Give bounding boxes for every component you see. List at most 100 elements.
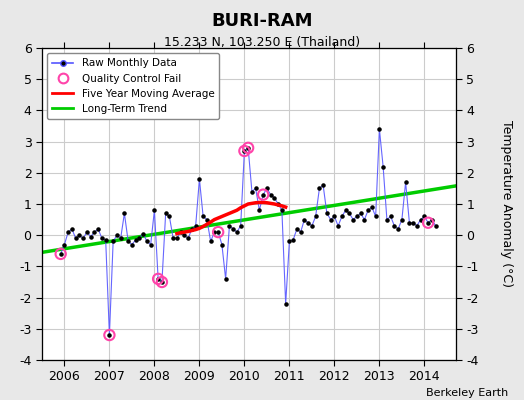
Point: [217, 241, 226, 248]
Point: [229, 226, 237, 232]
Point: [379, 163, 387, 170]
Point: [109, 238, 117, 245]
Point: [274, 201, 282, 207]
Point: [413, 223, 421, 229]
Point: [424, 220, 432, 226]
Point: [161, 210, 170, 216]
Point: [214, 229, 222, 235]
Text: BURI-RAM: BURI-RAM: [211, 12, 313, 30]
Point: [263, 185, 271, 192]
Point: [240, 148, 248, 154]
Point: [191, 223, 200, 229]
Point: [97, 235, 106, 242]
Point: [345, 210, 354, 216]
Point: [255, 207, 264, 214]
Point: [116, 235, 125, 242]
Point: [214, 229, 222, 235]
Point: [154, 276, 162, 282]
Point: [57, 251, 65, 257]
Point: [278, 207, 286, 214]
Point: [281, 301, 290, 307]
Point: [424, 220, 432, 226]
Point: [203, 216, 211, 223]
Legend: Raw Monthly Data, Quality Control Fail, Five Year Moving Average, Long-Term Tren: Raw Monthly Data, Quality Control Fail, …: [47, 53, 220, 119]
Point: [394, 226, 402, 232]
Point: [285, 238, 293, 245]
Point: [154, 276, 162, 282]
Point: [364, 207, 373, 214]
Point: [79, 235, 88, 242]
Point: [409, 220, 417, 226]
Point: [222, 276, 230, 282]
Point: [94, 226, 102, 232]
Point: [135, 235, 144, 242]
Point: [356, 210, 365, 216]
Point: [147, 241, 155, 248]
Point: [105, 332, 114, 338]
Point: [319, 182, 328, 188]
Point: [57, 251, 65, 257]
Point: [372, 213, 380, 220]
Point: [86, 234, 95, 240]
Point: [323, 210, 331, 216]
Point: [75, 232, 84, 238]
Point: [236, 223, 245, 229]
Text: Berkeley Earth: Berkeley Earth: [426, 388, 508, 398]
Point: [158, 279, 166, 285]
Point: [315, 185, 324, 192]
Point: [169, 235, 177, 242]
Point: [293, 226, 301, 232]
Point: [210, 229, 219, 235]
Point: [184, 235, 192, 242]
Point: [199, 213, 208, 220]
Point: [308, 223, 316, 229]
Point: [177, 229, 185, 235]
Point: [128, 241, 136, 248]
Point: [244, 145, 253, 151]
Point: [431, 223, 440, 229]
Point: [398, 216, 406, 223]
Point: [105, 332, 114, 338]
Point: [297, 229, 305, 235]
Point: [64, 229, 72, 235]
Point: [401, 179, 410, 185]
Point: [383, 216, 391, 223]
Point: [360, 216, 368, 223]
Point: [304, 220, 312, 226]
Point: [334, 223, 342, 229]
Point: [337, 213, 346, 220]
Point: [248, 188, 256, 195]
Text: 15.233 N, 103.250 E (Thailand): 15.233 N, 103.250 E (Thailand): [164, 36, 360, 49]
Point: [330, 213, 339, 220]
Point: [368, 204, 376, 210]
Point: [120, 210, 128, 216]
Point: [420, 213, 429, 220]
Point: [132, 237, 140, 243]
Point: [90, 229, 99, 235]
Point: [225, 223, 234, 229]
Point: [60, 241, 69, 248]
Point: [252, 185, 260, 192]
Point: [139, 230, 147, 237]
Point: [270, 194, 279, 201]
Point: [300, 216, 309, 223]
Point: [405, 220, 413, 226]
Point: [244, 145, 253, 151]
Point: [68, 226, 76, 232]
Point: [240, 148, 248, 154]
Point: [428, 216, 436, 223]
Point: [289, 237, 297, 243]
Point: [386, 213, 395, 220]
Point: [71, 235, 80, 242]
Point: [326, 216, 335, 223]
Point: [233, 229, 241, 235]
Point: [349, 216, 357, 223]
Point: [266, 192, 275, 198]
Point: [311, 213, 320, 220]
Point: [353, 213, 361, 220]
Point: [150, 207, 159, 214]
Point: [173, 235, 181, 242]
Point: [83, 229, 91, 235]
Point: [390, 223, 399, 229]
Point: [124, 238, 133, 245]
